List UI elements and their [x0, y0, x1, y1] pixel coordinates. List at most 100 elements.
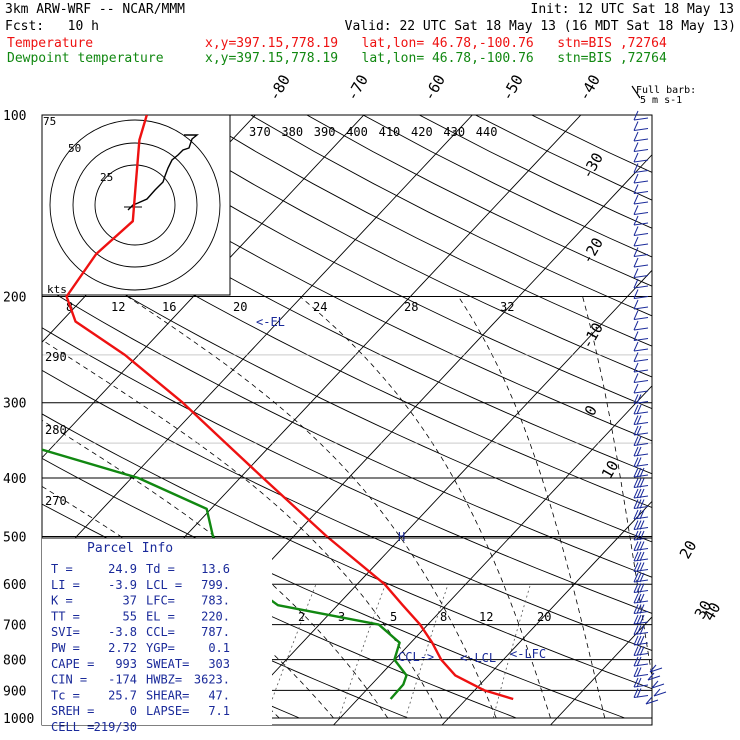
speed-label: 24 [313, 300, 327, 314]
wind-barb [633, 604, 649, 614]
parcel-field-value: 220. [201, 609, 230, 623]
temp-axis-label: 0 [581, 402, 601, 419]
ccl-marker: CCL-> [398, 650, 434, 664]
pressure-label: 400 [3, 472, 26, 487]
dewpoint-location: x,y=397.15,778.19 lat,lon= 46.78,-100.76… [205, 51, 667, 66]
parcel-field-label: Td = [146, 562, 175, 576]
theta-label: 430 [443, 125, 465, 139]
wind-barb [633, 320, 649, 331]
lcl-marker: <-LCL [460, 651, 496, 665]
temp-axis-label: -20 [578, 235, 607, 267]
mixing-ratio-label: 2 [298, 610, 305, 624]
wind-barb [633, 625, 649, 635]
wind-barb [633, 394, 649, 404]
hodograph-ring [49, 119, 221, 291]
wind-barb-low [653, 688, 667, 697]
theta-label: 400 [346, 125, 368, 139]
theta-label: 390 [314, 125, 336, 139]
wind-barb [633, 257, 649, 268]
hodograph-ring [94, 164, 176, 246]
ring-label: 75 [43, 115, 56, 128]
speed-label: 12 [111, 300, 125, 314]
wind-barb [633, 499, 649, 509]
theta-label: 370 [249, 125, 271, 139]
temp-axis-label: 20 [676, 537, 701, 562]
dry-adiabat [194, 115, 652, 347]
forecast-hour: Fcst: 10 h [5, 19, 99, 34]
parcel-field-value: 2.72 [108, 641, 137, 655]
wind-barb [633, 551, 649, 562]
pressure-label: 1000 [3, 712, 34, 727]
wind-barb [633, 110, 649, 121]
theta-left-label: 280 [45, 423, 67, 437]
parcel-field-label: LI = [51, 578, 80, 592]
parcel-field-label: SREH = [51, 704, 94, 718]
parcel-field-value: 303 [208, 657, 230, 671]
wind-barb [633, 593, 649, 604]
wind-barb [633, 163, 649, 173]
wind-barb [633, 331, 649, 341]
wind-barb [633, 268, 649, 278]
parcel-field-label: SHEAR= [146, 688, 189, 702]
wind-barb [633, 415, 649, 425]
wind-barb-low [645, 696, 659, 705]
parcel-info-box [42, 538, 272, 725]
pressure-label: 700 [3, 619, 26, 634]
init-time: Init: 12 UTC Sat 18 May 13 [530, 2, 735, 17]
theta-label: 440 [476, 125, 498, 139]
parcel-field-label: CIN = [51, 673, 87, 687]
wind-barb [633, 152, 649, 163]
isotherm [333, 385, 652, 725]
ring-label: 50 [68, 142, 81, 155]
speed-label: 32 [500, 300, 514, 314]
parcel-field-value: 3623. [194, 673, 230, 687]
isotherm [659, 115, 740, 725]
parcel-field-value: -3.9 [108, 578, 137, 592]
temperature-profile [65, 115, 514, 701]
wind-barb [633, 467, 649, 478]
wind-barb [633, 404, 649, 415]
moist-adiabat [42, 419, 389, 719]
theta-label: 380 [281, 125, 303, 139]
wind-barb [633, 383, 649, 394]
parcel-field-label: YGP= [146, 641, 175, 655]
parcel-field-label: CAPE = [51, 657, 94, 671]
wind-barb [633, 583, 649, 593]
wind-barb [633, 173, 649, 184]
dry-adiabat [419, 115, 652, 229]
parcel-field-label: LAPSE= [146, 704, 189, 718]
ring-label: 25 [100, 171, 113, 184]
parcel-field-label: SVI= [51, 625, 80, 639]
parcel-field-label: K = [51, 594, 73, 608]
temp-axis-label: -80 [265, 72, 294, 104]
pressure-label: 500 [3, 530, 26, 545]
parcel-field-value: 47. [208, 688, 230, 702]
dry-adiabat [42, 369, 652, 652]
parcel-field-label: HWBZ= [146, 673, 182, 687]
wind-barb [633, 572, 649, 583]
isotherm [42, 115, 473, 574]
dry-adiabat [306, 115, 652, 287]
wind-barb-low [647, 672, 661, 681]
pressure-label: 900 [3, 684, 26, 699]
wind-barb-low [651, 680, 665, 689]
parcel-field-label: LCL = [146, 578, 182, 592]
temp-axis-label: -60 [420, 72, 449, 104]
parcel-field-value: 0 [130, 704, 137, 718]
temperature-location: x,y=397.15,778.19 lat,lon= 46.78,-100.76… [205, 36, 667, 51]
wind-barb [633, 478, 649, 488]
model-title: 3km ARW-WRF -- NCAR/MMM [5, 2, 186, 17]
barb-legend-line1: Full barb: [636, 85, 696, 96]
wind-barb [633, 184, 649, 194]
speed-label: 20 [233, 300, 247, 314]
dewpoint-legend-label: Dewpoint temperature [7, 51, 164, 66]
parcel-field-value: 219/30 [94, 720, 137, 734]
mixing-ratio-line [338, 584, 386, 719]
wind-barb [633, 530, 649, 541]
dry-adiabat [42, 413, 652, 690]
parcel-field-label: TT = [51, 609, 80, 623]
hodograph-trace [127, 134, 199, 211]
wind-barb [633, 425, 649, 436]
wind-barb [633, 194, 649, 205]
